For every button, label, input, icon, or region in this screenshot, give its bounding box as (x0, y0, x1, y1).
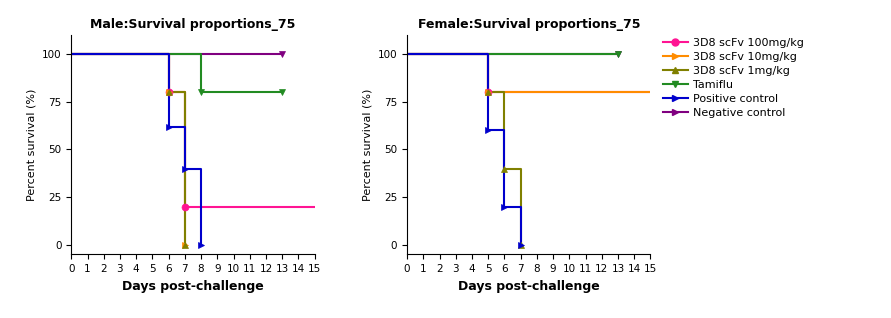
Title: Male:Survival proportions_75: Male:Survival proportions_75 (90, 18, 296, 31)
X-axis label: Days post-challenge: Days post-challenge (122, 280, 264, 293)
Y-axis label: Percent survival (%): Percent survival (%) (362, 88, 372, 201)
Title: Female:Survival proportions_75: Female:Survival proportions_75 (418, 18, 640, 31)
X-axis label: Days post-challenge: Days post-challenge (458, 280, 600, 293)
Legend: 3D8 scFv 100mg/kg, 3D8 scFv 10mg/kg, 3D8 scFv 1mg/kg, Tamiflu, Positive control,: 3D8 scFv 100mg/kg, 3D8 scFv 10mg/kg, 3D8… (661, 36, 806, 120)
Y-axis label: Percent survival (%): Percent survival (%) (27, 88, 37, 201)
